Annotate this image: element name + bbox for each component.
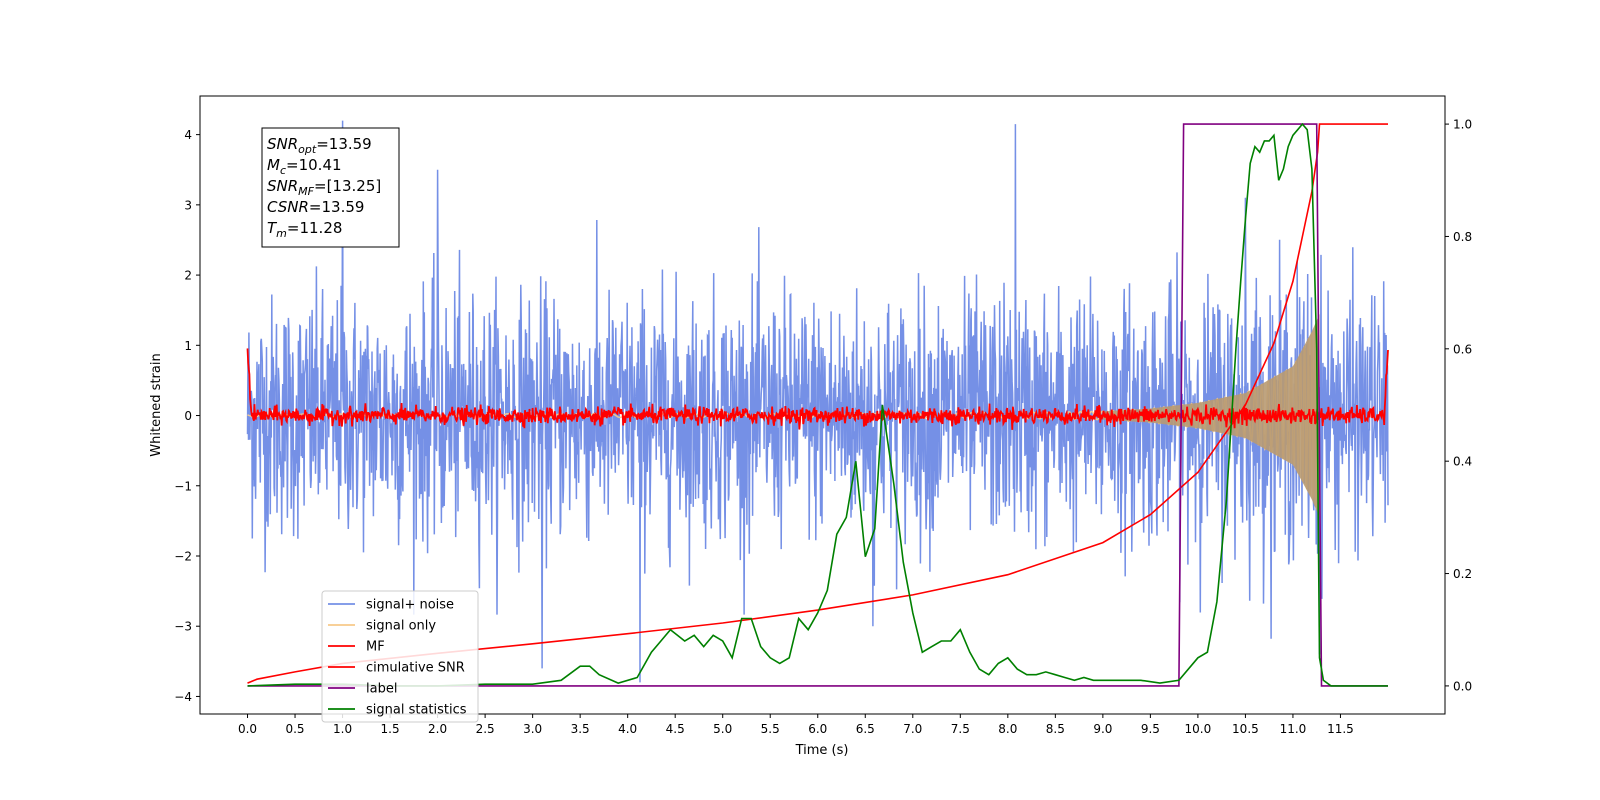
series-mf-line — [246, 348, 1389, 430]
y2-tick-label: 1.0 — [1453, 118, 1472, 132]
x-tick-label: 2.0 — [428, 722, 447, 736]
annotation-subscript: MF — [298, 185, 314, 198]
x-tick-label: 11.0 — [1280, 722, 1307, 736]
annotation-value: =[13.25] — [314, 177, 381, 195]
stats-annotation-box: SNRopt=13.59Mc=10.41SNRMF=[13.25]CSNR=13… — [261, 127, 400, 248]
y-tick-label: 1 — [184, 339, 192, 353]
x-tick-label: 0.5 — [285, 722, 304, 736]
x-tick-label: 5.5 — [761, 722, 780, 736]
series-signal-noise-line — [246, 120, 1389, 683]
x-tick-label: 5.0 — [713, 722, 732, 736]
legend-entry-label: signal only — [366, 619, 436, 634]
annotation-line: Tm=11.28 — [267, 219, 342, 240]
annotation-line: CSNR=13.59 — [267, 198, 364, 216]
x-tick-label: 1.5 — [381, 722, 400, 736]
x-tick-label: 8.5 — [1046, 722, 1065, 736]
x-tick-label: 6.0 — [808, 722, 827, 736]
x-tick-label: 9.0 — [1093, 722, 1112, 736]
x-tick-label: 8.0 — [998, 722, 1017, 736]
annotation-symbol: M — [267, 156, 280, 174]
x-tick-label: 4.0 — [618, 722, 637, 736]
y-tick-label: 4 — [184, 128, 192, 142]
axes-frame — [199, 95, 1446, 715]
annotation-line: SNRopt=13.59 — [267, 135, 372, 156]
y2-tick-label: 0.4 — [1453, 455, 1472, 469]
legend-entry-label: cimulative SNR — [366, 661, 465, 676]
x-tick-label: 2.5 — [476, 722, 495, 736]
y-tick-label: −1 — [174, 479, 192, 493]
annotation-line: SNRMF=[13.25] — [267, 177, 381, 198]
x-tick-label: 6.5 — [856, 722, 875, 736]
y-axis-label: Whitened strain — [149, 353, 164, 456]
y-tick-label: −3 — [174, 620, 192, 634]
y-tick-label: 2 — [184, 269, 192, 283]
legend-entry-label: signal statistics — [366, 703, 467, 718]
annotation-symbol: T — [267, 219, 278, 237]
annotation-subscript: m — [276, 227, 287, 240]
annotation-line: Mc=10.41 — [267, 156, 342, 177]
x-tick-label: 1.0 — [333, 722, 352, 736]
x-tick-label: 10.5 — [1232, 722, 1259, 736]
x-tick-label: 9.5 — [1141, 722, 1160, 736]
x-tick-label: 3.5 — [571, 722, 590, 736]
x-tick-label: 11.5 — [1327, 722, 1354, 736]
annotation-value: =13.59 — [309, 198, 365, 216]
y2-tick-label: 0.8 — [1453, 230, 1472, 244]
legend-entry-label: MF — [366, 640, 385, 655]
annotation-value: =11.28 — [287, 219, 343, 237]
annotation-symbol: CSNR — [267, 198, 309, 216]
x-axis-label: Time (s) — [795, 743, 849, 758]
annotation-subscript: opt — [298, 143, 317, 156]
x-tick-label: 7.0 — [903, 722, 922, 736]
legend-frame — [321, 590, 479, 723]
x-axis-ticks: 0.0 0.5 1.0 1.5 2.0 2.5 3.0 3.5 4.0 4.5 5.0 5.5 6.0 6… — [238, 714, 1354, 736]
series-signal-statistics-line — [247, 122, 1388, 687]
y-tick-label: 0 — [184, 409, 192, 423]
y2-tick-label: 0.0 — [1453, 679, 1472, 693]
annotation-box-frame — [261, 127, 400, 248]
x-tick-label: 3.0 — [523, 722, 542, 736]
annotation-symbol: SNR — [267, 135, 298, 153]
x-tick-label: 7.5 — [951, 722, 970, 736]
annotation-symbol: SNR — [267, 177, 298, 195]
y-axis-ticks: −4 −3 −2 −1 0 1 2 3 4 — [174, 128, 200, 704]
x-tick-label: 0.0 — [238, 722, 257, 736]
y-tick-label: −4 — [174, 690, 192, 704]
x-tick-label: 4.5 — [666, 722, 685, 736]
y2-tick-label: 0.2 — [1453, 567, 1472, 581]
annotation-subscript: c — [280, 164, 286, 177]
y2-axis-ticks: 0.0 0.2 0.4 0.6 0.8 1.0 — [1445, 118, 1472, 693]
y-tick-label: −2 — [174, 549, 192, 563]
annotation-value: =13.59 — [316, 135, 372, 153]
legend: signal+ noise signal only MF cimulative SNR… — [321, 590, 479, 723]
y-tick-label: 3 — [184, 198, 192, 212]
x-tick-label: 10.0 — [1185, 722, 1212, 736]
y2-tick-label: 0.6 — [1453, 342, 1472, 356]
legend-entry-label: signal+ noise — [366, 598, 454, 613]
legend-entry-label: label — [366, 682, 397, 697]
annotation-value: =10.41 — [286, 156, 342, 174]
